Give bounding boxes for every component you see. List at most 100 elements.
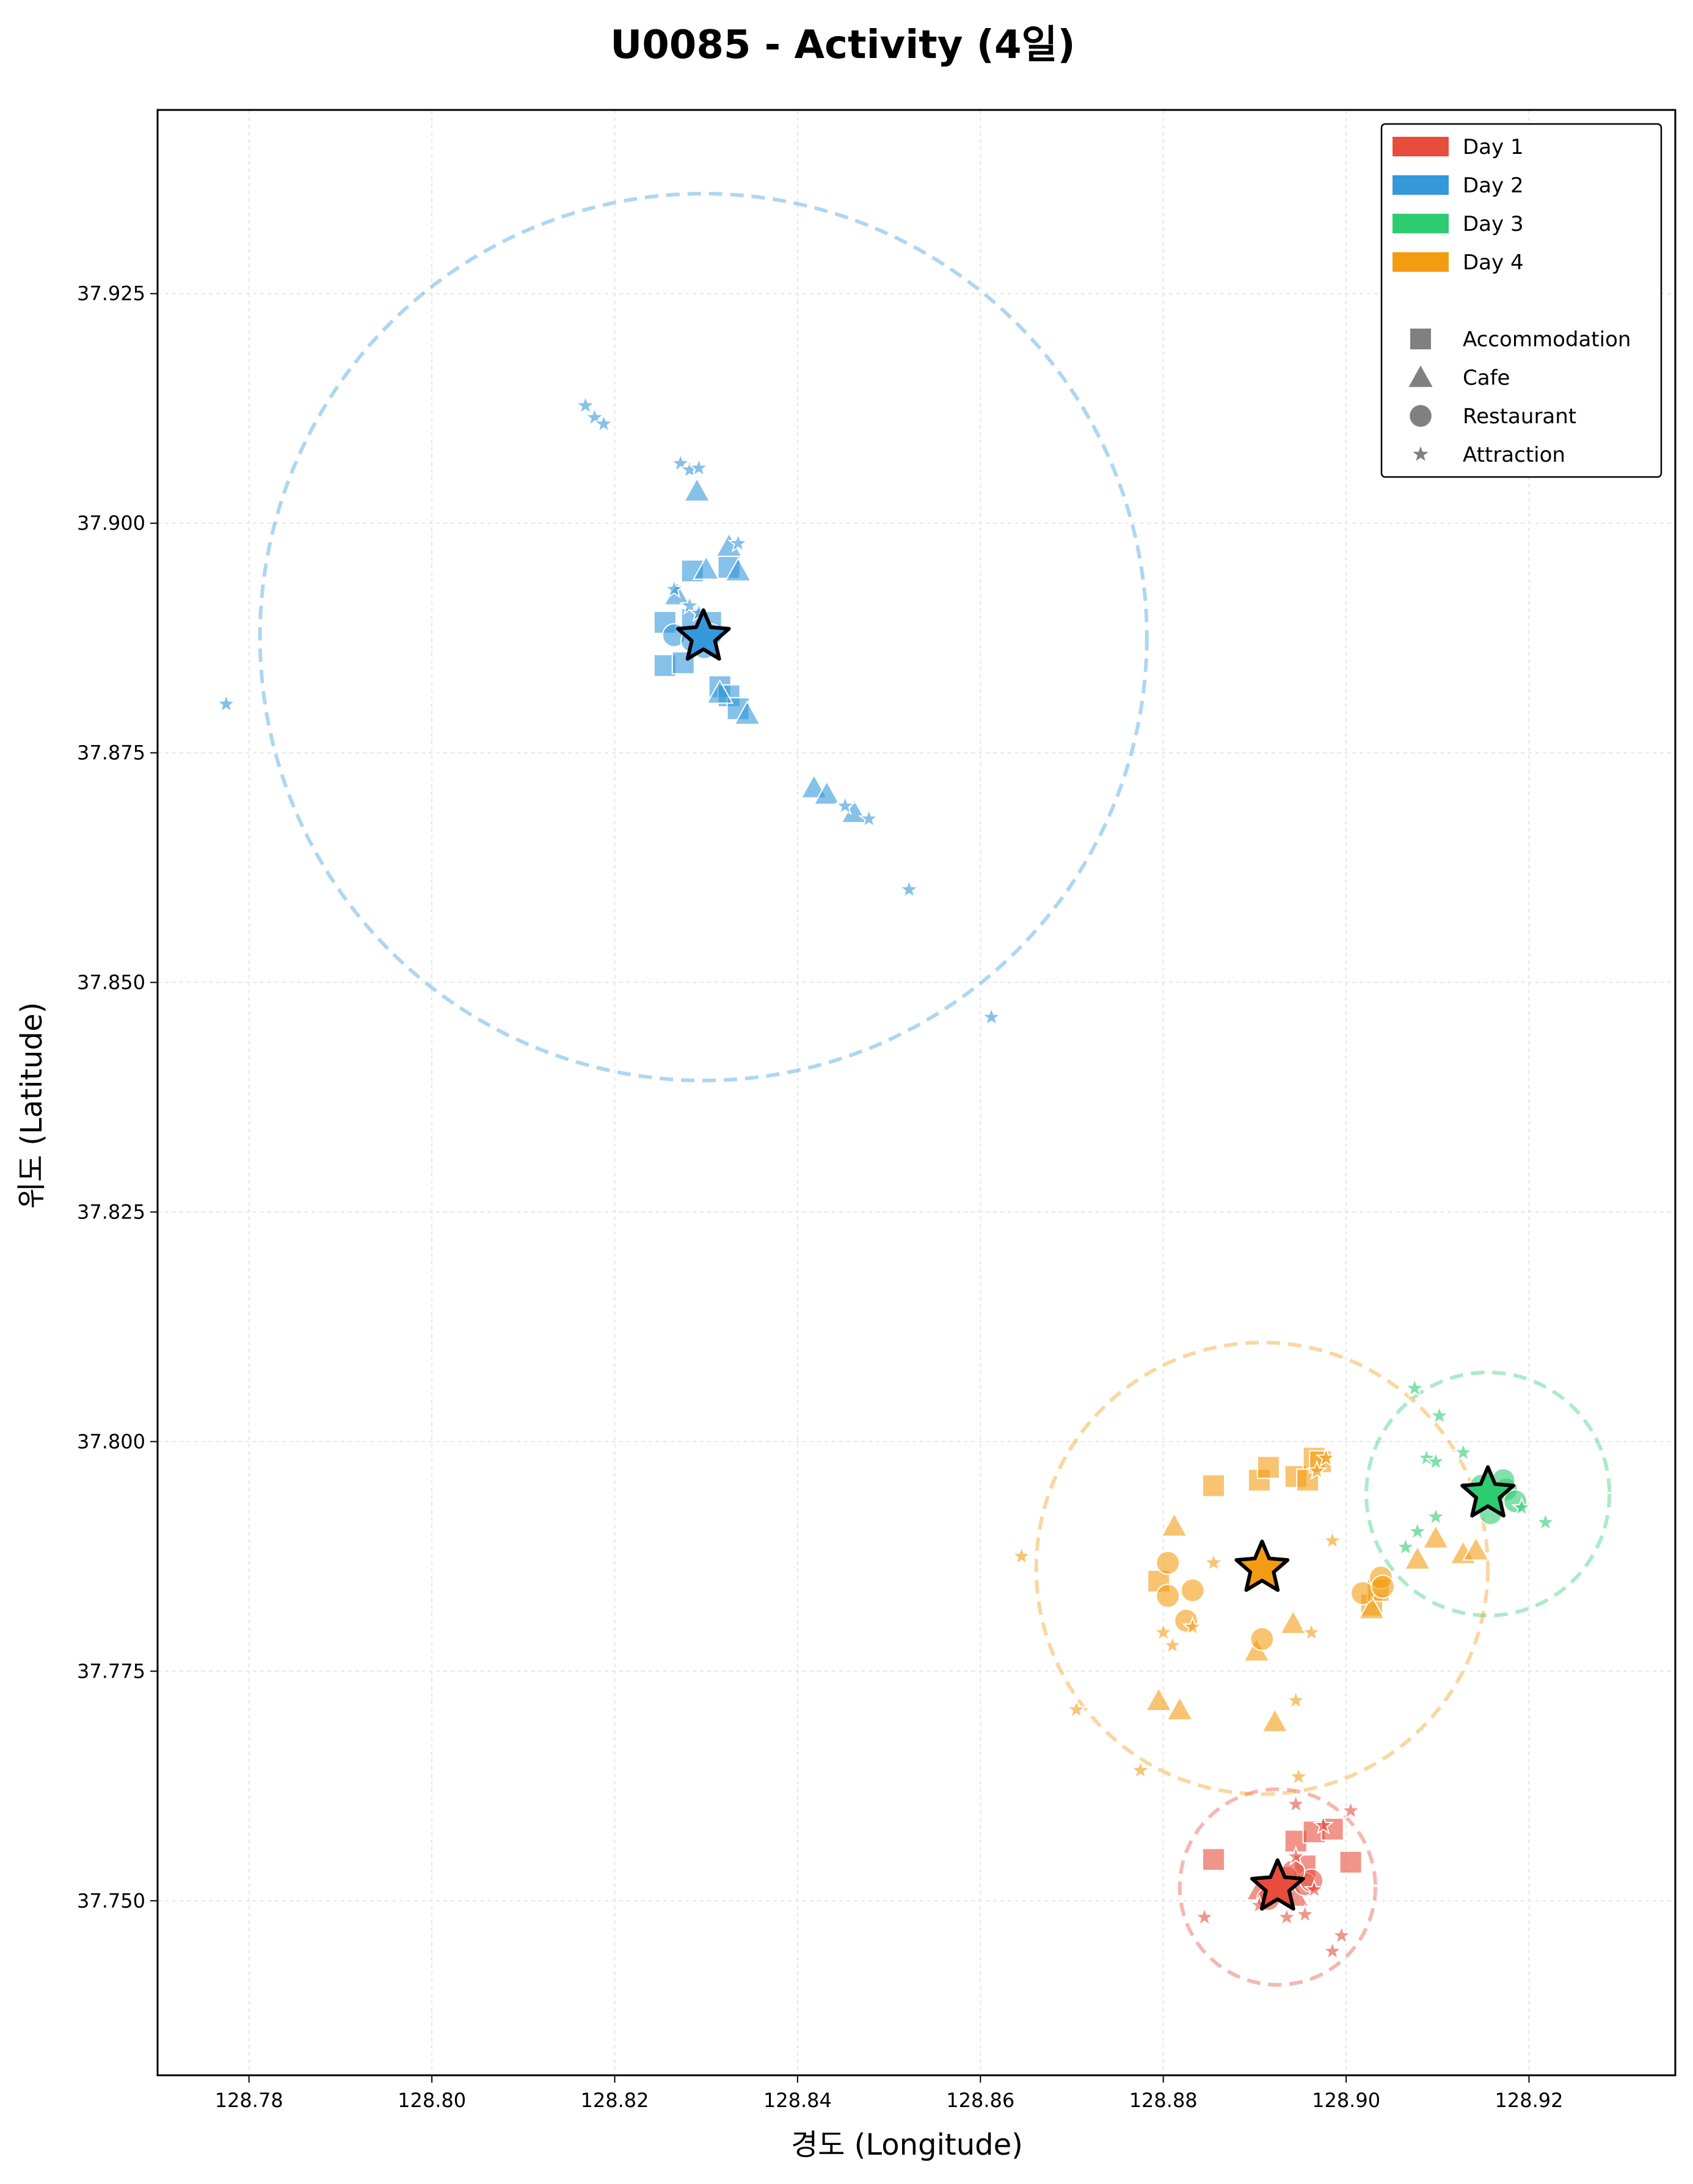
day-1-attraction-point [1285, 1793, 1307, 1814]
day-4-cafe-point [1261, 1708, 1289, 1733]
day-2-center-star [675, 608, 731, 661]
day-4-center-star [1234, 1539, 1290, 1592]
legend-circle-icon [1410, 405, 1432, 427]
day-1-attraction-point [1276, 1906, 1298, 1927]
day-4-attraction-point [1315, 1447, 1337, 1468]
day-4-restaurant-point [1371, 1574, 1395, 1599]
day-4-cafe-point [1279, 1609, 1307, 1634]
day-3-attraction-point [1416, 1447, 1438, 1468]
day-4-attraction-point [1065, 1698, 1087, 1719]
y-tick-label: 37.900 [77, 512, 145, 535]
x-tick-label: 128.84 [763, 2089, 832, 2112]
day-3-attraction-point [1534, 1511, 1556, 1532]
day-4-restaurant-point [1156, 1584, 1181, 1608]
day-4-cafe-point [1404, 1545, 1432, 1570]
x-tick-label: 128.88 [1129, 2089, 1198, 2112]
day-4-cafe-point [1166, 1695, 1194, 1721]
day-1-attraction-point [1322, 1940, 1344, 1960]
day-4-restaurant-point [1180, 1578, 1205, 1603]
day-4-accommodation-point [1202, 1474, 1226, 1498]
x-axis-label: 경도 (Longitude) [791, 2128, 1023, 2162]
day-1-attraction-point [1340, 1799, 1361, 1820]
day-4-cafe-point [1422, 1524, 1450, 1549]
legend-day-swatch [1393, 252, 1449, 272]
day-2-cafe-point [724, 557, 752, 582]
day-2-attraction-point [858, 807, 880, 828]
grid [158, 110, 1675, 2075]
day-2-attraction-point [688, 457, 710, 478]
day-3-radius-circle [1364, 1370, 1612, 1618]
day-4-attraction-point [1287, 1765, 1309, 1786]
day-4-attraction-point [1285, 1689, 1307, 1710]
x-tick-label: 128.90 [1312, 2089, 1380, 2112]
day-2-cafe-point [692, 555, 720, 580]
day-3-attraction-point [1404, 1377, 1425, 1398]
day-4-attraction-point [1152, 1621, 1174, 1642]
day-3-attraction-point [1394, 1536, 1416, 1557]
legend-day-label: Day 2 [1463, 173, 1524, 198]
legend-type-label: Restaurant [1463, 404, 1576, 429]
legend-triangle-icon [1408, 365, 1433, 387]
legend-day-label: Day 3 [1463, 212, 1524, 236]
day-4-restaurant-point [1250, 1626, 1275, 1651]
legend-day-swatch [1393, 137, 1449, 156]
day-4-cafe-point [1462, 1536, 1490, 1561]
day-1-center-star [1250, 1858, 1305, 1911]
x-tick-label: 128.86 [946, 2089, 1014, 2112]
day-3-attraction-point [1425, 1505, 1447, 1526]
y-tick-label: 37.850 [77, 971, 145, 994]
day-1-attraction-point [1193, 1906, 1215, 1927]
day-3-attraction-point [1429, 1404, 1451, 1425]
day-radius-circles [258, 192, 1612, 1987]
day-2-attraction-point [727, 532, 749, 553]
legend-day-swatch [1393, 175, 1449, 195]
day-2-attraction-point [215, 693, 237, 713]
legend-square-icon [1410, 329, 1431, 349]
day-2-attraction-point [980, 1006, 1002, 1027]
day-2-cafe-point [683, 477, 711, 502]
legend-type-label: Cafe [1463, 366, 1510, 390]
chart-title: U0085 - Activity (4일) [610, 23, 1075, 68]
x-tick-label: 128.82 [581, 2089, 649, 2112]
legend-box [1380, 123, 1662, 478]
day-4-attraction-point [1129, 1759, 1151, 1780]
day-4-radius-circle [1034, 1341, 1490, 1796]
day-1-accommodation-point [1339, 1851, 1363, 1874]
day-4-cafe-point [1358, 1595, 1386, 1620]
day-4-attraction-point [1306, 1460, 1328, 1480]
day-4-attraction-point [1300, 1621, 1322, 1642]
day-centers [675, 608, 1515, 1911]
day-4-cafe-point [1145, 1686, 1173, 1712]
y-axis-label: 위도 (Latitude) [15, 1002, 49, 1209]
legend-star-icon [1413, 446, 1429, 461]
day-4-attraction-point [1011, 1545, 1033, 1566]
day-2-attraction-point [593, 412, 615, 434]
x-tick-label: 128.78 [215, 2089, 283, 2112]
y-tick-label: 37.925 [77, 282, 145, 305]
day-4-cafe-point [1160, 1512, 1189, 1537]
day-4-restaurant-point [1156, 1551, 1181, 1575]
legend: Day 1 Day 2 Day 3 Day 4 Accommodation Cafe Res… [1380, 123, 1662, 478]
day-2-cafe-point [706, 679, 734, 704]
day-1-accommodation-point [1202, 1847, 1226, 1871]
day-2-attraction-point [679, 594, 701, 615]
x-tick-label: 128.80 [398, 2089, 466, 2112]
y-tick-label: 37.750 [77, 1889, 145, 1912]
y-tick-label: 37.775 [77, 1659, 145, 1683]
day-1-attraction-point [1313, 1814, 1334, 1835]
day-4-attraction-point [1162, 1634, 1184, 1655]
y-tick-label: 37.825 [77, 1200, 145, 1223]
day-2-radius-circle [258, 192, 1149, 1083]
y-tick-label: 37.800 [77, 1430, 145, 1453]
day-4-attraction-point [1203, 1551, 1225, 1572]
day-1-attraction-point [1303, 1878, 1325, 1899]
day-1-radius-circle [1178, 1787, 1377, 1987]
day-3-center-star [1460, 1465, 1515, 1518]
day-4-accommodation-point [1256, 1455, 1280, 1479]
day-2-attraction-point [663, 578, 685, 599]
day-3-attraction-point [1425, 1451, 1447, 1471]
day-1-attraction-point [1331, 1924, 1352, 1945]
day-4-attraction-point [1322, 1529, 1344, 1550]
day-3-attraction-point [1511, 1496, 1533, 1517]
